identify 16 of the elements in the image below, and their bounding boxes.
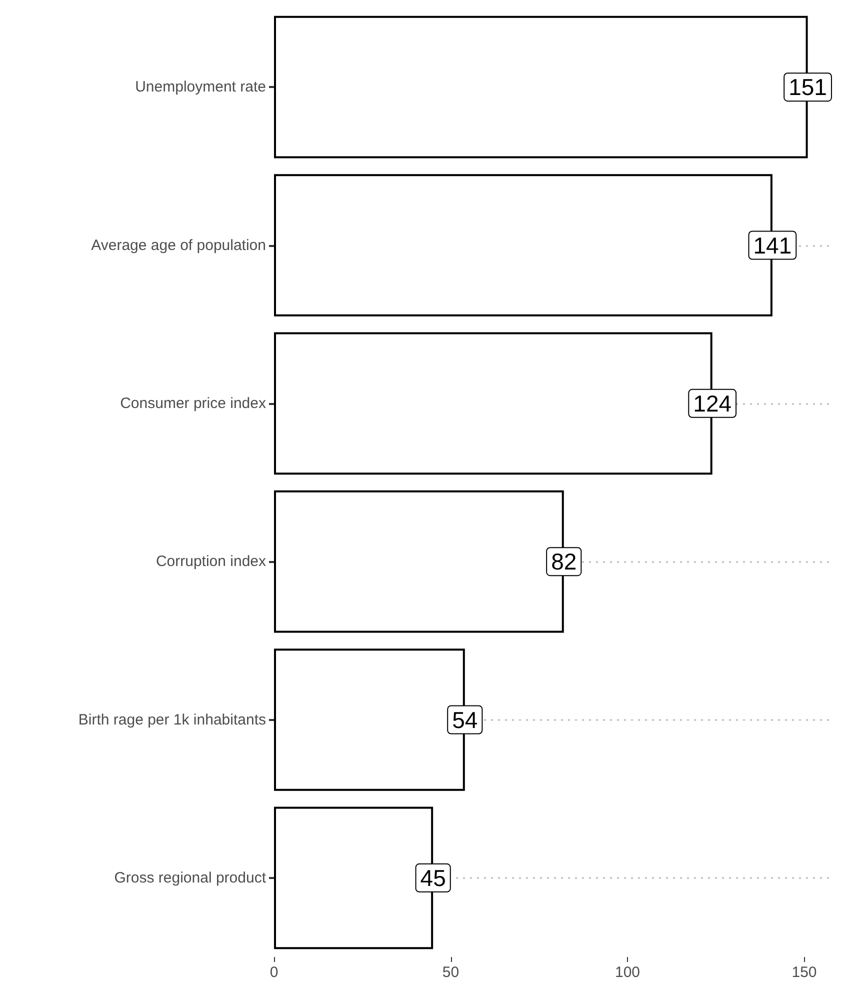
data-label: 151 — [788, 74, 827, 100]
x-tick-label: 150 — [792, 964, 817, 981]
x-tick-label: 100 — [614, 964, 640, 981]
data-label: 82 — [551, 548, 577, 575]
x-tick-label: 50 — [442, 964, 460, 981]
y-tick-label: Unemployment rate — [135, 78, 266, 96]
y-tick-label: Average age of population — [91, 236, 266, 254]
y-tick-label: Gross regional product — [114, 869, 267, 886]
y-tick-label: Corruption index — [156, 553, 266, 570]
data-label: 54 — [452, 706, 478, 733]
data-label: 45 — [420, 864, 446, 891]
data-label: 141 — [753, 232, 792, 258]
y-tick-label: Birth rage per 1k inhabitants — [78, 711, 266, 728]
y-tick-label: Consumer price index — [120, 394, 266, 412]
data-label: 124 — [693, 390, 732, 416]
x-tick-label: 0 — [270, 964, 278, 981]
